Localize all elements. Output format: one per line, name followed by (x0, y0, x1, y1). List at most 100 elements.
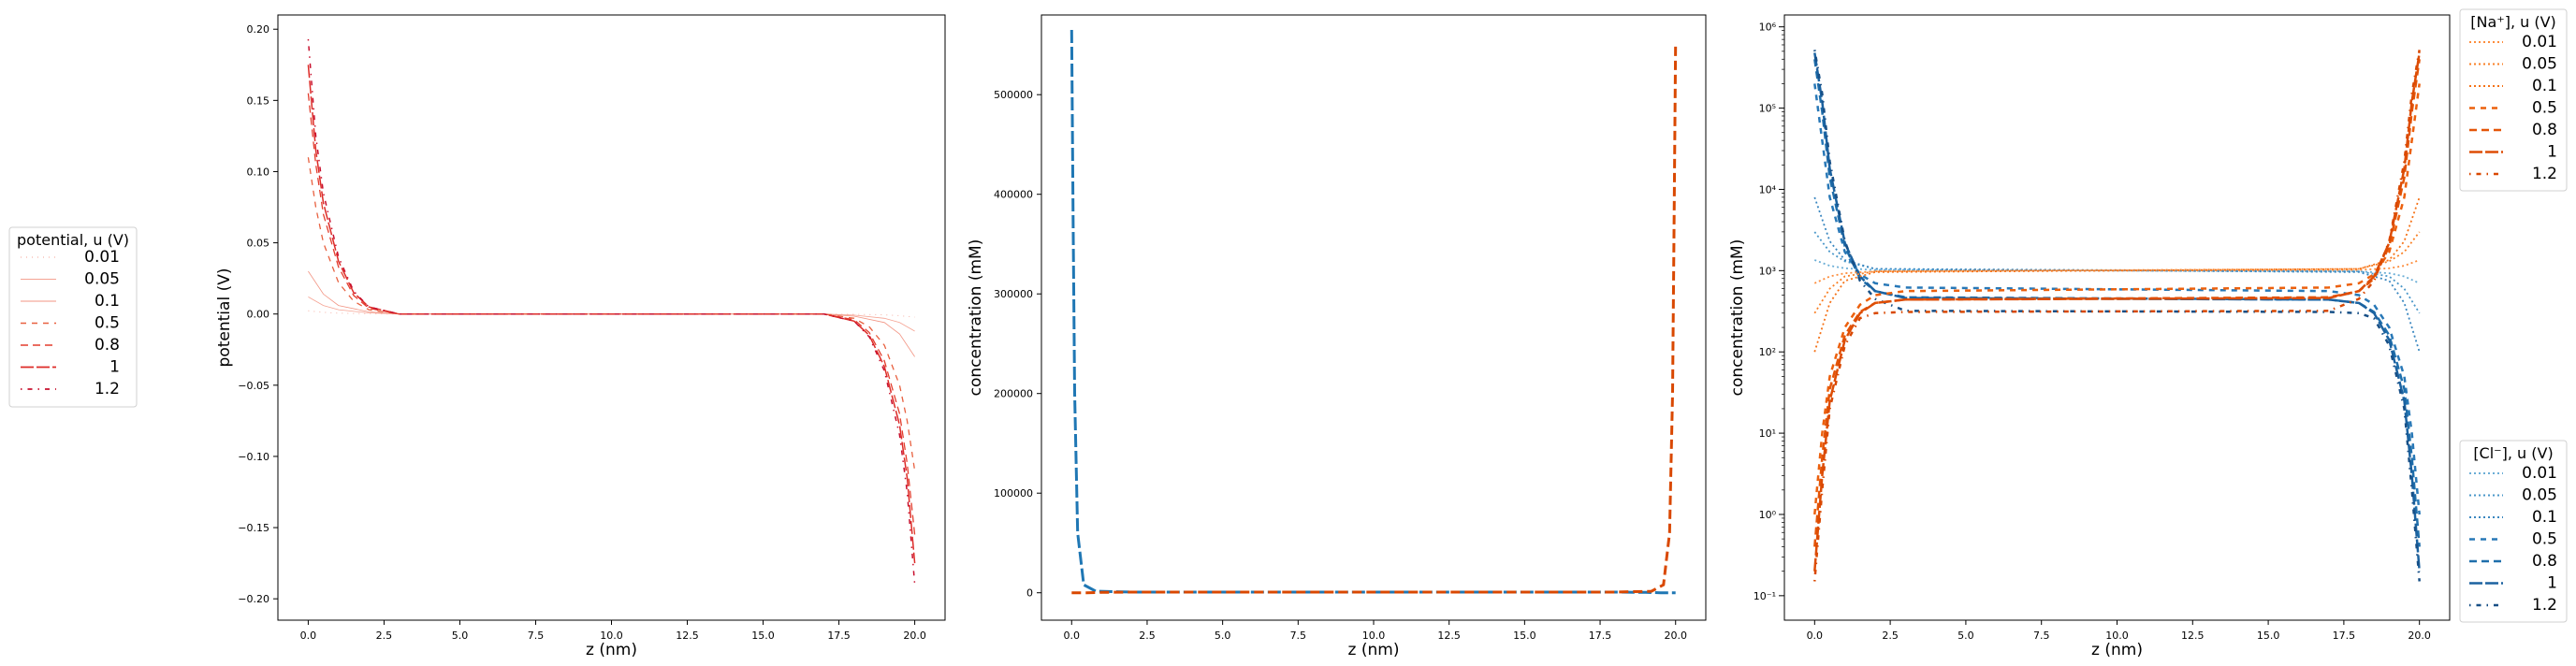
legend-entry: 1 (2547, 574, 2557, 593)
potential-legend-box (8, 226, 138, 408)
x-tick-label: 17.5 (827, 630, 851, 642)
chloride-legend: 0.01 0.05 0.1 0.5 0.8 1 1.2 (2469, 464, 2557, 615)
chloride-series-line (1813, 83, 2421, 515)
y-tick-label: 200000 (994, 388, 1033, 400)
sodium-series-line (1813, 196, 2421, 353)
x-tick-label: 12.5 (2181, 630, 2205, 642)
legend-entry: 0.8 (2532, 552, 2557, 571)
y-tick-label: 0.20 (247, 23, 270, 36)
y-tick-label: 10⁵ (1759, 103, 1776, 115)
x-tick-label: 20.0 (2408, 630, 2431, 642)
y-tick-label: 10⁴ (1759, 183, 1777, 195)
chloride-series-line (1813, 50, 2421, 582)
sodium-legend: 0.01 0.05 0.1 0.5 0.8 1 1.2 (2469, 33, 2557, 183)
potential-series-line (307, 157, 916, 471)
y-tick-label: −0.10 (238, 451, 269, 463)
x-tick-label: 0.0 (1064, 630, 1081, 642)
x-tick-label: 2.5 (1139, 630, 1156, 642)
x-tick-label: 0.0 (300, 630, 317, 642)
potential-series-line (307, 65, 916, 564)
chloride-series-line (1813, 231, 2421, 314)
concentration-axes-frame (1041, 14, 1707, 621)
sodium-series-line (1813, 50, 2421, 582)
x-axis-label: z (nm) (2091, 641, 2143, 659)
legend-entry: 0.05 (2522, 486, 2557, 505)
x-tick-label: 17.5 (2333, 630, 2356, 642)
concentration-series-line (1070, 29, 1676, 595)
y-tick-label: 10³ (1759, 265, 1776, 277)
x-tick-label: 15.0 (751, 630, 775, 642)
x-tick-label: 10.0 (1362, 630, 1386, 642)
y-tick-label: 0.10 (247, 166, 270, 178)
y-tick-label: 100000 (994, 487, 1033, 500)
x-tick-label: 2.5 (1882, 630, 1899, 642)
x-tick-label: 10.0 (600, 630, 623, 642)
y-axis-label: concentration (mM) (967, 239, 985, 397)
x-tick-label: 7.5 (528, 630, 545, 642)
sodium-legend-box (2459, 8, 2568, 192)
legend-entry: 0.1 (95, 292, 120, 311)
x-tick-label: 2.5 (376, 630, 393, 642)
legend-entry: 0.01 (2522, 464, 2557, 483)
legend-entry: 0.5 (95, 314, 120, 333)
x-axis-label: z (nm) (586, 641, 637, 659)
x-tick-label: 15.0 (1513, 630, 1536, 642)
x-tick-label: 20.0 (903, 630, 926, 642)
legend-entry: 0.8 (2532, 121, 2557, 139)
legend-entry: 0.01 (2522, 33, 2557, 51)
legend-entry: 1 (109, 358, 120, 377)
x-tick-label: 15.0 (2257, 630, 2280, 642)
x-tick-label: 5.0 (452, 630, 469, 642)
x-tick-label: 17.5 (1589, 630, 1612, 642)
log-concentration-axes-frame (1783, 14, 2451, 621)
chloride-series-line (1813, 259, 2421, 284)
y-tick-label: 400000 (994, 189, 1033, 201)
y-tick-label: 0.15 (247, 94, 270, 107)
legend-entry: 0.8 (95, 336, 120, 355)
potential-legend-title: potential, u (V) (17, 231, 129, 249)
sodium-legend-title: [Na⁺], u (V) (2470, 13, 2556, 31)
x-axis-label: z (nm) (1348, 641, 1400, 659)
y-tick-label: −0.15 (238, 522, 269, 534)
legend-entry: 0.1 (2532, 508, 2557, 527)
x-tick-label: 7.5 (2033, 630, 2050, 642)
legend-entry: 1.2 (2532, 165, 2557, 183)
y-tick-label: 10⁻¹ (1754, 590, 1776, 602)
legend-entry: 0.05 (2522, 55, 2557, 74)
y-axis-label: concentration (mM) (1728, 239, 1747, 397)
chloride-legend-title: [Cl⁻], u (V) (2473, 444, 2553, 462)
sodium-series-line (1813, 83, 2421, 515)
y-tick-label: 0.05 (247, 238, 270, 250)
y-tick-label: 10⁰ (1759, 509, 1777, 521)
x-tick-label: 10.0 (2105, 630, 2129, 642)
legend-entry: 0.05 (84, 270, 120, 289)
y-tick-label: 0.00 (247, 309, 270, 321)
y-tick-label: 10² (1759, 346, 1776, 358)
y-tick-label: −0.05 (238, 380, 269, 392)
x-tick-label: 7.5 (1290, 630, 1307, 642)
chloride-legend-box (2459, 440, 2568, 623)
y-tick-label: 10⁶ (1759, 22, 1777, 34)
x-tick-label: 5.0 (1957, 630, 1974, 642)
y-tick-label: 10¹ (1759, 427, 1776, 440)
y-tick-label: 0 (1026, 587, 1033, 600)
x-tick-label: 5.0 (1215, 630, 1231, 642)
legend-entry: 0.01 (84, 248, 120, 267)
x-tick-label: 0.0 (1807, 630, 1824, 642)
y-tick-label: −0.20 (238, 593, 269, 605)
legend-entry: 0.1 (2532, 77, 2557, 95)
chart-marks: 0.0 2.5 5.0 7.5 10.0 12.5 15.0 17.5 20.0 0.20 0.15… (238, 22, 2431, 642)
legend-entry: 1.2 (2532, 596, 2557, 615)
potential-series-line (307, 38, 916, 585)
y-tick-label: 500000 (994, 89, 1033, 101)
sodium-series-line (1813, 52, 2421, 572)
x-tick-label: 12.5 (676, 630, 699, 642)
chloride-series-line (1813, 59, 2421, 547)
legend-entry: 1.2 (95, 380, 120, 398)
sodium-series-line (1813, 231, 2421, 314)
x-tick-label: 20.0 (1664, 630, 1687, 642)
legend-entry: 0.5 (2532, 530, 2557, 549)
chloride-series-line (1813, 196, 2421, 353)
y-axis-label: potential (V) (215, 268, 234, 368)
